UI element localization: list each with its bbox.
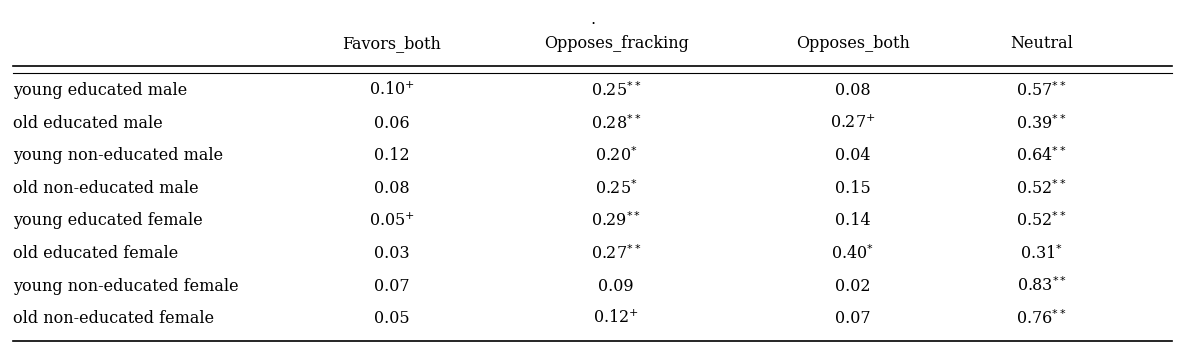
Text: Favors_both: Favors_both — [342, 35, 441, 52]
Text: 0.25$^{**}$: 0.25$^{**}$ — [591, 81, 641, 100]
Text: Neutral: Neutral — [1011, 35, 1074, 52]
Text: 0.29$^{**}$: 0.29$^{**}$ — [591, 212, 641, 230]
Text: 0.39$^{**}$: 0.39$^{**}$ — [1017, 114, 1068, 133]
Text: 0.64$^{**}$: 0.64$^{**}$ — [1017, 146, 1068, 165]
Text: 0.57$^{**}$: 0.57$^{**}$ — [1017, 81, 1066, 100]
Text: 0.08: 0.08 — [373, 180, 409, 197]
Text: 0.76$^{**}$: 0.76$^{**}$ — [1017, 309, 1068, 328]
Text: 0.40$^{*}$: 0.40$^{*}$ — [831, 244, 875, 263]
Text: 0.05: 0.05 — [373, 310, 409, 327]
Text: 0.09: 0.09 — [598, 277, 634, 295]
Text: 0.07: 0.07 — [373, 277, 409, 295]
Text: young non-educated male: young non-educated male — [13, 147, 223, 164]
Text: 0.28$^{**}$: 0.28$^{**}$ — [591, 114, 641, 133]
Text: 0.52$^{**}$: 0.52$^{**}$ — [1017, 212, 1068, 230]
Text: 0.07: 0.07 — [834, 310, 871, 327]
Text: .: . — [590, 12, 595, 27]
Text: 0.25$^{*}$: 0.25$^{*}$ — [595, 179, 638, 198]
Text: 0.83$^{**}$: 0.83$^{**}$ — [1017, 277, 1066, 295]
Text: Opposes_both: Opposes_both — [795, 35, 910, 52]
Text: 0.15: 0.15 — [834, 180, 871, 197]
Text: 0.12$^{+}$: 0.12$^{+}$ — [594, 310, 639, 327]
Text: 0.14: 0.14 — [834, 213, 871, 229]
Text: old educated female: old educated female — [13, 245, 179, 262]
Text: 0.27$^{**}$: 0.27$^{**}$ — [591, 244, 641, 263]
Text: 0.27$^{+}$: 0.27$^{+}$ — [830, 115, 876, 132]
Text: 0.52$^{**}$: 0.52$^{**}$ — [1017, 179, 1068, 198]
Text: young educated female: young educated female — [13, 213, 203, 229]
Text: 0.08: 0.08 — [834, 82, 871, 99]
Text: 0.06: 0.06 — [373, 115, 409, 132]
Text: 0.10$^{+}$: 0.10$^{+}$ — [369, 82, 415, 99]
Text: 0.02: 0.02 — [835, 277, 870, 295]
Text: young non-educated female: young non-educated female — [13, 277, 239, 295]
Text: Opposes_fracking: Opposes_fracking — [544, 35, 688, 52]
Text: 0.31$^{*}$: 0.31$^{*}$ — [1020, 244, 1063, 263]
Text: old non-educated male: old non-educated male — [13, 180, 199, 197]
Text: 0.05$^{+}$: 0.05$^{+}$ — [369, 212, 415, 230]
Text: 0.04: 0.04 — [835, 147, 870, 164]
Text: old educated male: old educated male — [13, 115, 164, 132]
Text: 0.12: 0.12 — [373, 147, 409, 164]
Text: young educated male: young educated male — [13, 82, 187, 99]
Text: old non-educated female: old non-educated female — [13, 310, 214, 327]
Text: 0.20$^{*}$: 0.20$^{*}$ — [595, 146, 638, 165]
Text: 0.03: 0.03 — [373, 245, 409, 262]
